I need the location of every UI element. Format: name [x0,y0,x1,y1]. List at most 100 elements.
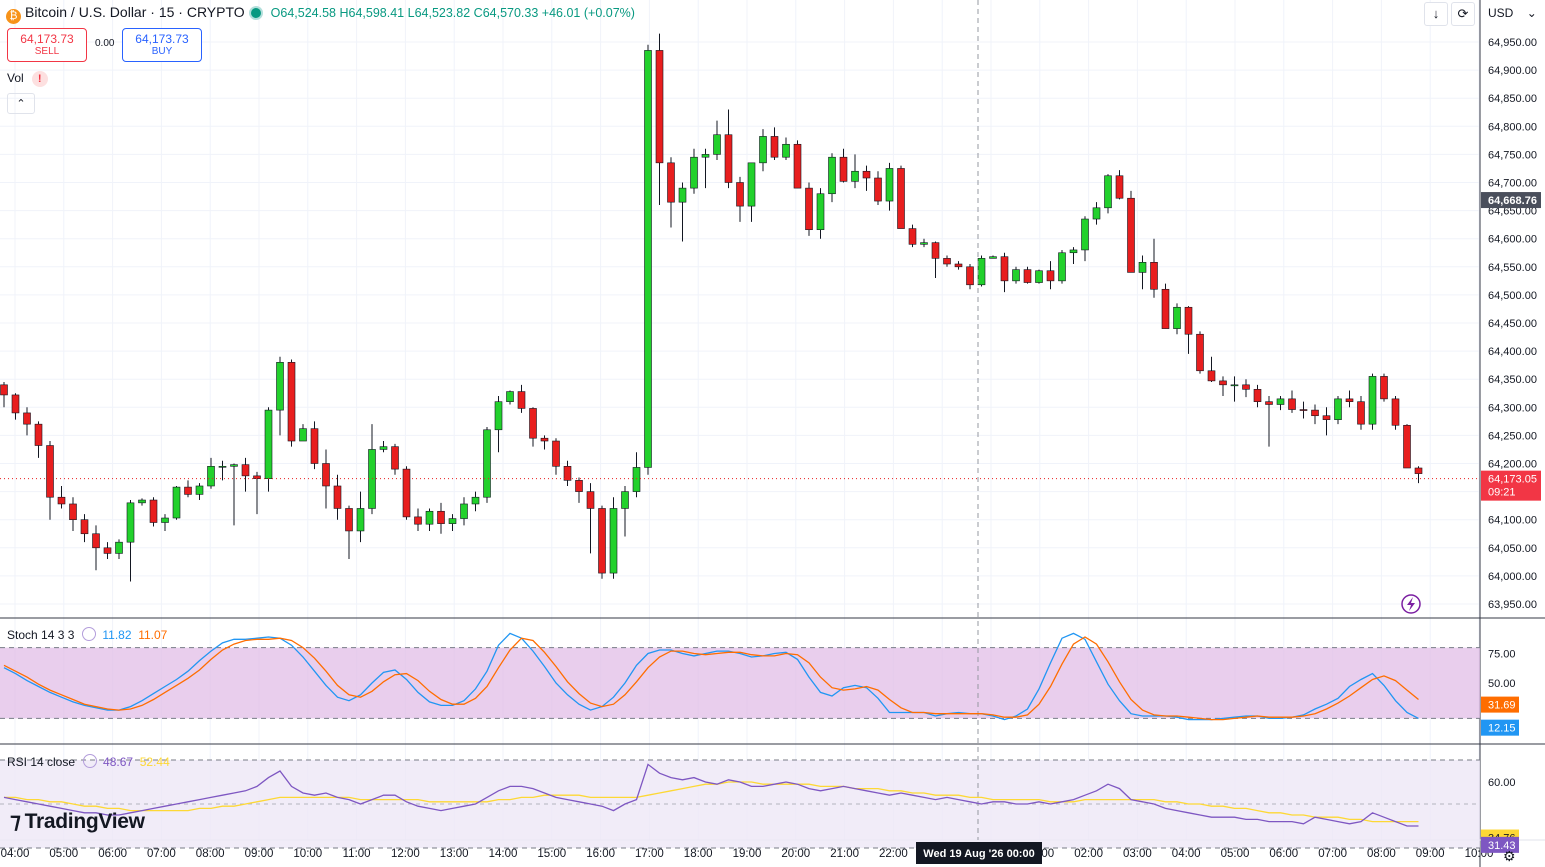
time-tick-label: 06:00 [1269,848,1298,860]
candle-body [690,156,698,189]
candle-body [621,491,629,509]
symbol-title[interactable]: Bitcoin / U.S. Dollar · 15 · CRYPTO [25,4,245,20]
rsi-legend[interactable]: RSI 14 close 48.67 52.44 [7,754,170,769]
candle-body [414,516,422,525]
candle-body [287,362,296,442]
time-tick-label: 04:00 [1172,848,1201,860]
buy-label: BUY [151,46,173,57]
time-tick-label: 14:00 [489,848,518,860]
price-tick-label: 64,050.00 [1488,543,1537,555]
candle-body [1288,398,1296,410]
price-tick-label: 64,550.00 [1488,262,1537,274]
candle-body [310,428,319,464]
time-tick-label: 05:00 [1221,848,1250,860]
price-tick-label: 64,750.00 [1488,149,1537,161]
fullscreen-button[interactable]: ⟳ [1451,2,1475,26]
candle-body [126,502,135,543]
collapse-legend-button[interactable]: ⌃ [7,93,35,114]
candle-body [1081,218,1089,251]
stoch-d-line [3,636,1419,721]
candle-body [1276,398,1285,405]
candle-body [1207,370,1216,382]
warning-icon[interactable]: ! [31,71,48,87]
candle-body [1104,175,1112,209]
countdown-label: 09:21 [1488,487,1516,499]
logo-text: TradingView [24,810,145,833]
candle-body [460,503,468,519]
stoch-d-value: 11.07 [138,628,168,642]
tradingview-logo[interactable]: ⁊ TradingView [10,808,145,834]
candle-body [517,391,526,409]
time-tick-label: 08:00 [196,848,225,860]
refresh-icon: ⟳ [1457,6,1469,21]
candle-body [874,177,882,202]
candle-body [149,499,158,523]
candle-body [862,170,871,179]
time-tick-label: 06:00 [98,848,127,860]
stoch-d-badge-box [1481,696,1519,713]
candle-body [1403,424,1411,469]
candle-body [678,187,687,203]
price-tick-label: 64,300.00 [1488,402,1537,414]
time-tick-label: 19:00 [733,848,762,860]
highlight-price-label: 64,668.76 [1488,195,1537,207]
candle-body [92,533,100,549]
candle-body [34,423,43,446]
candle-body [425,510,434,525]
rsi-ma-line [4,781,1419,823]
candle-body [23,412,31,425]
time-tick-label: 11:00 [343,848,371,860]
candle-body [1345,398,1354,402]
candle-body [333,485,342,509]
candle-body [506,391,514,402]
candle-body [989,256,997,259]
candle-body [1092,207,1101,220]
candle-body [1357,401,1365,425]
rsi-ma-value: 52.44 [139,755,170,769]
stoch-legend[interactable]: Stoch 14 3 3 11.82 11.07 [7,627,167,642]
candle-body [276,362,284,411]
price-tick-label: 64,800.00 [1488,121,1537,133]
volume-indicator[interactable]: Vol! [7,71,48,87]
bitcoin-icon: ₿ [6,9,21,24]
time-tick-label: 09:00 [245,848,274,860]
candle-body [1380,376,1388,400]
candle-body [299,428,307,442]
candle-body [609,508,618,574]
candle-body [828,156,836,195]
candle-body [644,50,652,468]
candle-body [46,445,54,498]
candle-body [851,170,859,182]
rsi-line [3,763,1419,827]
candle-body [57,496,66,505]
candle-body [1184,306,1193,335]
currency-select[interactable]: USD ⌄ [1484,2,1544,24]
candle-body [230,464,238,467]
candle-body [379,446,388,450]
time-tick-label: 09:00 [1416,848,1445,860]
candle-body [69,503,77,520]
time-tick-label: 03:00 [1123,848,1152,860]
candle-body [931,242,940,259]
candle-body [1414,467,1423,474]
currency-value: USD [1488,6,1514,20]
sell-button[interactable]: 64,173.73 SELL [7,28,87,62]
settings-button[interactable]: ⚙ [1503,848,1516,865]
candle-body [1115,175,1124,199]
candle-body [483,429,491,498]
candle-body [218,466,227,468]
chevron-up-icon: ⌃ [16,98,26,110]
download-button[interactable]: ↓ [1424,2,1448,26]
buy-button[interactable]: 64,173.73 BUY [122,28,202,62]
time-tick-label: 02:00 [1074,848,1103,860]
indicator-loading-icon [82,627,97,641]
candle-body [575,480,583,492]
candle-body [1219,380,1227,386]
candle-body [264,409,273,479]
time-tick-label: 08:00 [1367,848,1396,860]
candle-body [897,168,905,229]
candle-body [563,466,572,481]
rsi-tick-label: 60.00 [1488,777,1516,789]
candle-body [1322,415,1331,420]
